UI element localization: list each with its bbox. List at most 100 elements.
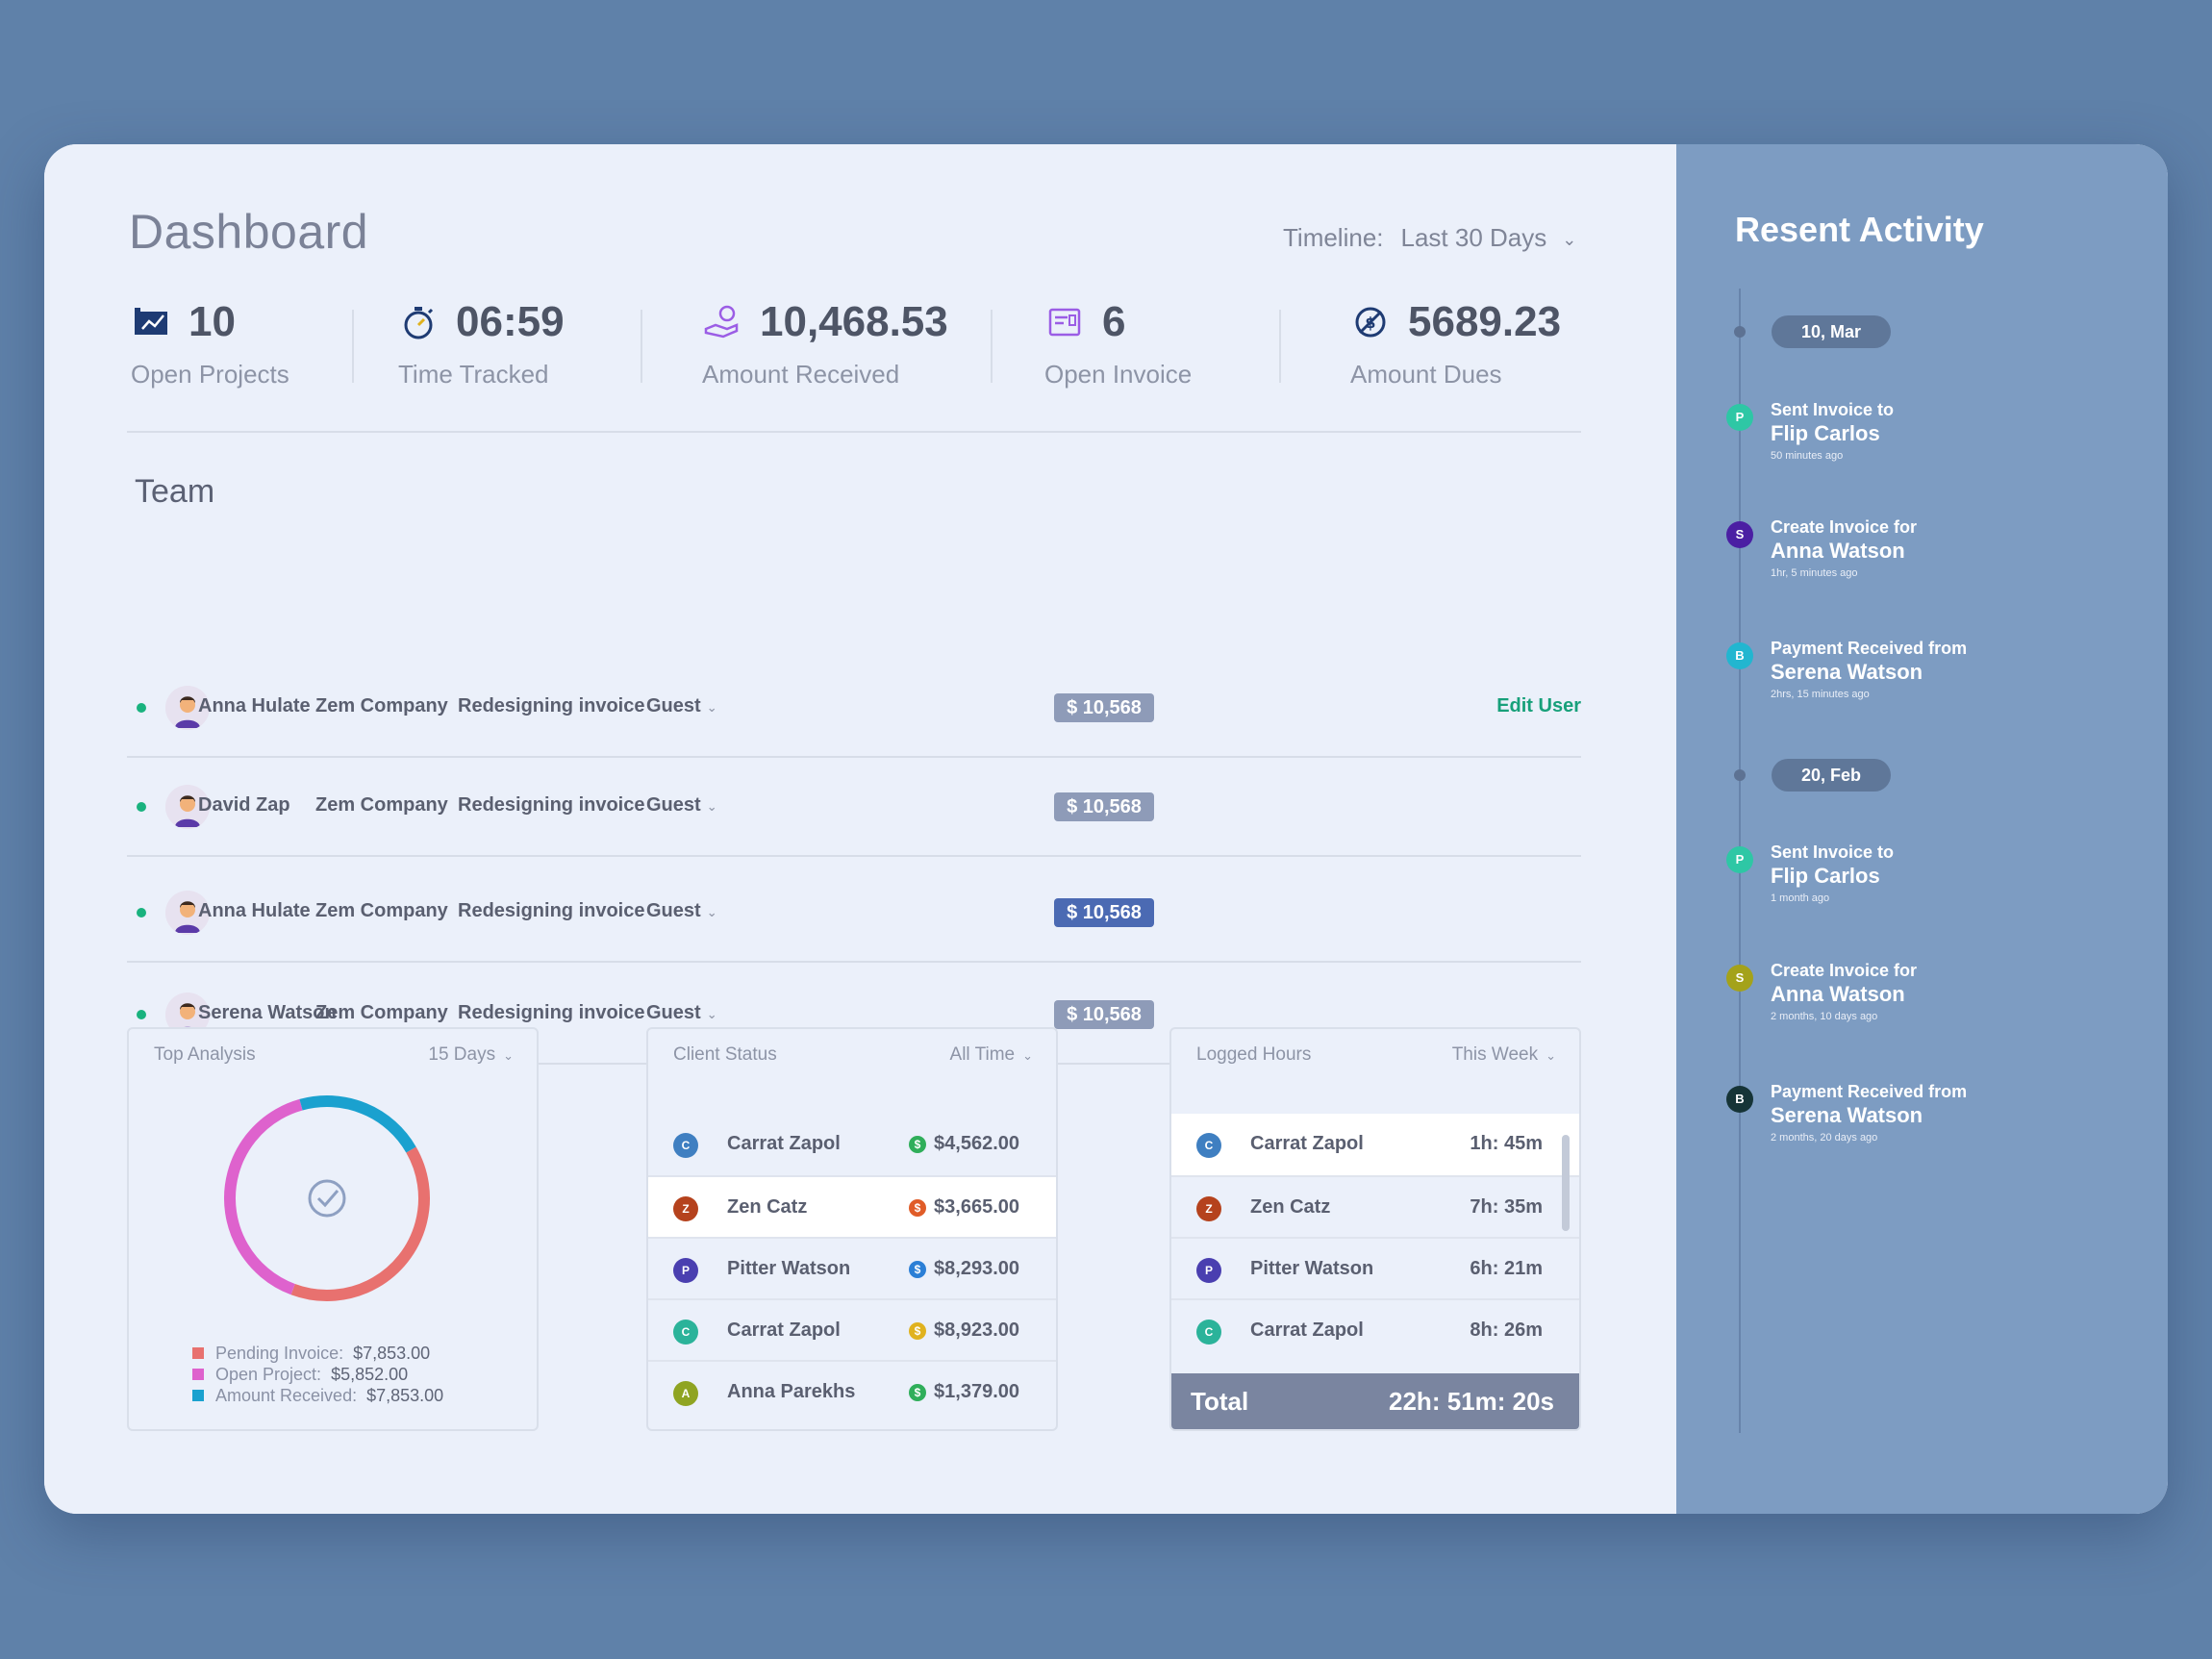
event-action: Sent Invoice to (1771, 400, 1895, 419)
client-amount: $ $1,379.00 (909, 1381, 1019, 1403)
client-badge: A (673, 1381, 698, 1406)
event-time: 2hrs, 15 minutes ago (1771, 689, 1870, 700)
hours-row[interactable]: C Carrat Zapol 1h: 45m (1171, 1114, 1579, 1175)
client-row[interactable]: C Carrat Zapol $ $4,562.00 (648, 1114, 1056, 1175)
event-person: Anna Watson (1771, 982, 1905, 1006)
timeline-filter[interactable]: Timeline: Last 30 Days ⌄ (1283, 223, 1576, 253)
legend-swatch (192, 1369, 204, 1380)
hours-value: 7h: 35m (1470, 1196, 1543, 1218)
role-dropdown[interactable]: Guest ⌄ (646, 1002, 717, 1024)
legend-value: $5,852.00 (331, 1365, 409, 1384)
client-amount: $ $8,293.00 (909, 1258, 1019, 1280)
stopwatch-icon (404, 307, 434, 339)
amount-badge: $ 10,568 (1054, 898, 1154, 927)
stat-label: Time Tracked (398, 360, 549, 389)
team-row[interactable]: Serena Watson Zem Company Redesigning in… (127, 981, 1581, 1048)
hours-row[interactable]: C Carrat Zapol 8h: 26m (1171, 1298, 1579, 1362)
client-row[interactable]: C Carrat Zapol $ $8,923.00 (648, 1298, 1056, 1362)
legend-swatch (192, 1347, 204, 1359)
chevron-down-icon: ⌄ (1546, 1048, 1556, 1063)
chevron-down-icon: ⌄ (706, 700, 717, 715)
role-dropdown[interactable]: Guest ⌄ (646, 900, 717, 922)
role-dropdown[interactable]: Guest ⌄ (646, 794, 717, 817)
donut-segment-received (224, 1095, 430, 1301)
divider (1279, 310, 1281, 383)
chart-board-icon (135, 308, 167, 335)
event-time: 1 month ago (1771, 892, 1830, 904)
role-dropdown[interactable]: Guest ⌄ (646, 695, 717, 717)
timeline-node (1734, 326, 1746, 338)
stat-open-invoice: 6 Open Invoice (1044, 298, 1192, 390)
hours-row[interactable]: P Pitter Watson 6h: 21m (1171, 1237, 1579, 1300)
panel-title: Logged Hours (1196, 1044, 1312, 1065)
client-row[interactable]: Z Zen Catz $ $3,665.00 (648, 1175, 1056, 1239)
panel-title: Top Analysis (154, 1044, 256, 1065)
client-status-panel: Client Status All Time ⌄ C Carrat Zapol $… (646, 1027, 1058, 1431)
chevron-down-icon: ⌄ (1562, 229, 1577, 249)
activity-sidebar: Resent Activity 10, Mar P Sent Invoice t… (1676, 144, 2168, 1514)
stat-value: 06:59 (456, 298, 565, 345)
stat-value: 5689.23 (1408, 298, 1562, 345)
stat-label: Open Invoice (1044, 360, 1193, 389)
team-row[interactable]: David Zap Zem Company Redesigning invoic… (127, 773, 1581, 841)
chevron-down-icon: ⌄ (1022, 1048, 1033, 1063)
dollar-coin-icon: $ (909, 1136, 927, 1153)
online-status-icon (137, 802, 146, 812)
chevron-down-icon: ⌄ (706, 799, 717, 814)
event-action: Create Invoice for (1771, 517, 1918, 537)
dollar-coin-icon: $ (909, 1322, 927, 1340)
dollar-coin-icon: $ (909, 1199, 927, 1217)
member-company: Zem Company (315, 900, 448, 921)
event-time: 50 minutes ago (1771, 450, 1844, 462)
member-task: Redesigning invoice (458, 900, 645, 921)
total-label: Total (1191, 1387, 1249, 1416)
dashboard-window: Dashboard Timeline: Last 30 Days ⌄ 10 Open… (44, 144, 2168, 1514)
stat-open-projects: 10 Open Projects (131, 298, 289, 390)
donut-segment-open-project (224, 1095, 430, 1301)
client-badge: C (673, 1320, 698, 1345)
client-row[interactable]: A Anna Parekhs $ $1,379.00 (648, 1360, 1056, 1423)
client-name: Anna Parekhs (727, 1381, 856, 1402)
event-person: Serena Watson (1771, 660, 1923, 684)
chart-legend: Pending Invoice: $7,853.00 Open Project: $… (192, 1343, 443, 1406)
team-row[interactable]: Anna Hulate Zem Company Redesigning invo… (127, 879, 1581, 946)
event-badge: P (1726, 846, 1753, 873)
top-analysis-panel: Top Analysis 15 Days ⌄ Pending Invoice: $7… (127, 1027, 539, 1431)
member-badge: P (1196, 1258, 1221, 1283)
member-badge: Z (1196, 1196, 1221, 1221)
edit-user-link[interactable]: Edit User (1496, 695, 1581, 716)
client-row[interactable]: P Pitter Watson $ $8,293.00 (648, 1237, 1056, 1300)
divider (991, 310, 993, 383)
legend-label: Pending Invoice: (215, 1344, 344, 1363)
stat-label: Amount Received (702, 360, 900, 389)
role-value: Guest (646, 794, 701, 816)
range-dropdown[interactable]: All Time ⌄ (950, 1044, 1033, 1066)
main-panel: Dashboard Timeline: Last 30 Days ⌄ 10 Open… (44, 144, 1676, 1514)
legend-item: Open Project: $5,852.00 (192, 1364, 443, 1385)
invoice-icon (1048, 308, 1081, 337)
amount-value: $3,665.00 (934, 1196, 1019, 1218)
client-badge: P (673, 1258, 698, 1283)
legend-item: Amount Received: $7,853.00 (192, 1385, 443, 1406)
donut-chart (224, 1095, 430, 1301)
hours-value: 6h: 21m (1470, 1258, 1543, 1279)
dollar-coin-icon: $ (909, 1261, 927, 1278)
divider (352, 310, 354, 383)
donut-segment-pending (224, 1095, 430, 1301)
range-dropdown[interactable]: This Week ⌄ (1452, 1044, 1556, 1066)
online-status-icon (137, 908, 146, 917)
hours-value: 8h: 26m (1470, 1320, 1543, 1341)
amount-value: $4,562.00 (934, 1133, 1019, 1154)
hours-row[interactable]: Z Zen Catz 7h: 35m (1171, 1175, 1579, 1239)
scrollbar[interactable] (1562, 1135, 1570, 1231)
team-row[interactable]: Anna Hulate Zem Company Redesigning invo… (127, 674, 1581, 742)
event-badge: P (1726, 404, 1753, 431)
event-action: Payment Received from (1771, 1082, 1968, 1101)
client-name: Carrat Zapol (727, 1320, 841, 1341)
stat-amount-received: 10,468.53 Amount Received (702, 298, 948, 390)
role-value: Guest (646, 1002, 701, 1023)
event-badge: B (1726, 642, 1753, 669)
range-dropdown[interactable]: 15 Days ⌄ (428, 1044, 514, 1066)
event-person: Flip Carlos (1771, 421, 1880, 445)
member-name: Anna Hulate (198, 695, 311, 716)
